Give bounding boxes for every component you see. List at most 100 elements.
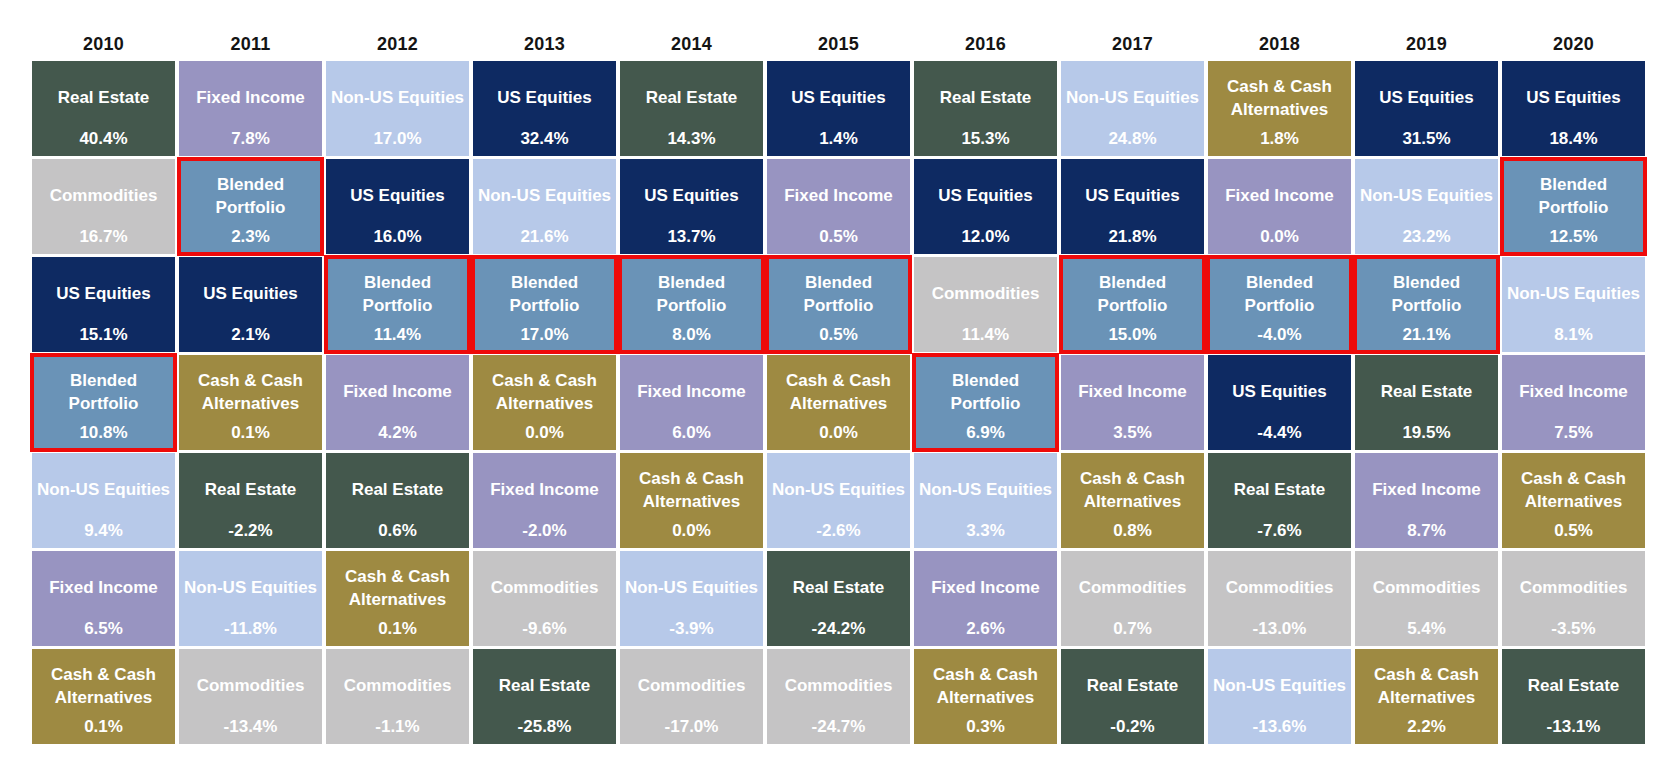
asset-name-label: Non-US Equities [478, 185, 611, 207]
return-value-label: 8.7% [1359, 522, 1494, 539]
asset-name-label: Real Estate [1234, 479, 1326, 501]
return-cell-2011-real-estate: Real Estate-2.2% [179, 453, 322, 548]
asset-name-label: Non-US Equities [625, 577, 758, 599]
return-value-label: 0.5% [771, 228, 906, 245]
asset-name-area: Commodities [477, 557, 612, 620]
return-value-label: 32.4% [477, 130, 612, 147]
return-cell-2012-commodities: Commodities-1.1% [326, 649, 469, 744]
year-header-2016: 2016 [914, 21, 1057, 58]
return-value-label: 6.5% [36, 620, 171, 637]
asset-name-label: Real Estate [940, 87, 1032, 109]
return-cell-2017-commodities: Commodities0.7% [1061, 551, 1204, 646]
return-cell-2014-non-us-equities: Non-US Equities-3.9% [620, 551, 763, 646]
asset-name-area: Real Estate [1359, 361, 1494, 424]
asset-name-label: Blended Portfolio [771, 272, 906, 316]
asset-name-area: Blended Portfolio [1212, 263, 1347, 326]
asset-name-label: Cash & Cash Alternatives [183, 370, 318, 414]
asset-name-area: US Equities [330, 165, 465, 228]
asset-name-label: Cash & Cash Alternatives [1212, 76, 1347, 120]
asset-name-label: Fixed Income [49, 577, 158, 599]
return-value-label: 15.1% [36, 326, 171, 343]
return-value-label: -9.6% [477, 620, 612, 637]
asset-name-label: Non-US Equities [1213, 675, 1346, 697]
return-value-label: -24.7% [771, 718, 906, 735]
return-cell-2016-blended-portfolio: Blended Portfolio6.9% [914, 355, 1057, 450]
return-value-label: 16.0% [330, 228, 465, 245]
returns-grid: 2010Real Estate40.4%Commodities16.7%US E… [32, 21, 1645, 744]
return-value-label: 19.5% [1359, 424, 1494, 441]
return-cell-2018-blended-portfolio: Blended Portfolio-4.0% [1208, 257, 1351, 352]
asset-name-area: Commodities [771, 655, 906, 718]
return-cell-2016-fixed-income: Fixed Income2.6% [914, 551, 1057, 646]
year-header-2012: 2012 [326, 21, 469, 58]
return-cell-2020-fixed-income: Fixed Income7.5% [1502, 355, 1645, 450]
return-value-label: 0.6% [330, 522, 465, 539]
asset-name-area: Cash & Cash Alternatives [477, 361, 612, 424]
return-value-label: 12.5% [1506, 228, 1641, 245]
return-cell-2010-real-estate: Real Estate40.4% [32, 61, 175, 156]
asset-name-label: US Equities [791, 87, 885, 109]
asset-name-label: Cash & Cash Alternatives [1359, 664, 1494, 708]
return-cell-2012-us-equities: US Equities16.0% [326, 159, 469, 254]
return-cell-2019-blended-portfolio: Blended Portfolio21.1% [1355, 257, 1498, 352]
asset-name-area: US Equities [1359, 67, 1494, 130]
asset-name-area: US Equities [1212, 361, 1347, 424]
asset-name-area: Commodities [1212, 557, 1347, 620]
asset-name-label: Fixed Income [343, 381, 452, 403]
return-cell-2012-fixed-income: Fixed Income4.2% [326, 355, 469, 450]
asset-name-label: Real Estate [205, 479, 297, 501]
return-value-label: 21.6% [477, 228, 612, 245]
asset-name-label: Commodities [785, 675, 893, 697]
asset-name-area: Fixed Income [183, 67, 318, 130]
return-cell-2018-us-equities: US Equities-4.4% [1208, 355, 1351, 450]
asset-name-area: Non-US Equities [330, 67, 465, 130]
return-value-label: -2.6% [771, 522, 906, 539]
asset-name-area: Cash & Cash Alternatives [1212, 67, 1347, 130]
return-cell-2016-commodities: Commodities11.4% [914, 257, 1057, 352]
return-value-label: 7.8% [183, 130, 318, 147]
asset-name-label: Blended Portfolio [1212, 272, 1347, 316]
return-cell-2020-cash-cash-alternatives: Cash & Cash Alternatives0.5% [1502, 453, 1645, 548]
asset-name-area: Real Estate [624, 67, 759, 130]
return-cell-2012-blended-portfolio: Blended Portfolio11.4% [326, 257, 469, 352]
year-header-2013: 2013 [473, 21, 616, 58]
asset-name-label: Commodities [1373, 577, 1481, 599]
asset-name-label: Blended Portfolio [330, 272, 465, 316]
asset-name-area: US Equities [624, 165, 759, 228]
return-cell-2011-cash-cash-alternatives: Cash & Cash Alternatives 0.1% [179, 355, 322, 450]
return-value-label: 3.3% [918, 522, 1053, 539]
return-value-label: 1.8% [1212, 130, 1347, 147]
asset-name-label: Commodities [344, 675, 452, 697]
return-cell-2010-us-equities: US Equities15.1% [32, 257, 175, 352]
asset-name-area: Fixed Income [1065, 361, 1200, 424]
return-cell-2016-non-us-equities: Non-US Equities3.3% [914, 453, 1057, 548]
return-value-label: 2.1% [183, 326, 318, 343]
asset-name-area: Non-US Equities [183, 557, 318, 620]
return-value-label: 0.1% [183, 424, 318, 441]
asset-name-label: Real Estate [1087, 675, 1179, 697]
return-cell-2019-fixed-income: Fixed Income8.7% [1355, 453, 1498, 548]
return-value-label: 5.4% [1359, 620, 1494, 637]
asset-name-label: Real Estate [1528, 675, 1620, 697]
return-cell-2019-real-estate: Real Estate19.5% [1355, 355, 1498, 450]
return-cell-2019-cash-cash-alternatives: Cash & Cash Alternatives2.2% [1355, 649, 1498, 744]
return-cell-2018-non-us-equities: Non-US Equities -13.6% [1208, 649, 1351, 744]
asset-name-label: Cash & Cash Alternatives [330, 566, 465, 610]
asset-name-area: Non-US Equities [1065, 67, 1200, 130]
asset-name-area: Blended Portfolio [1065, 263, 1200, 326]
asset-name-area: Commodities [624, 655, 759, 718]
return-value-label: -13.6% [1212, 718, 1347, 735]
asset-name-area: Fixed Income [1359, 459, 1494, 522]
return-value-label: -2.0% [477, 522, 612, 539]
asset-name-label: Cash & Cash Alternatives [1065, 468, 1200, 512]
return-value-label: -13.4% [183, 718, 318, 735]
asset-name-area: Cash & Cash Alternatives [330, 557, 465, 620]
return-cell-2015-cash-cash-alternatives: Cash & Cash Alternatives0.0% [767, 355, 910, 450]
asset-name-label: Cash & Cash Alternatives [918, 664, 1053, 708]
return-value-label: 0.0% [477, 424, 612, 441]
asset-name-area: Non-US Equities [36, 459, 171, 522]
asset-name-label: Fixed Income [637, 381, 746, 403]
asset-name-label: Fixed Income [784, 185, 893, 207]
return-value-label: 10.8% [36, 424, 171, 441]
return-cell-2020-non-us-equities: Non-US Equities8.1% [1502, 257, 1645, 352]
